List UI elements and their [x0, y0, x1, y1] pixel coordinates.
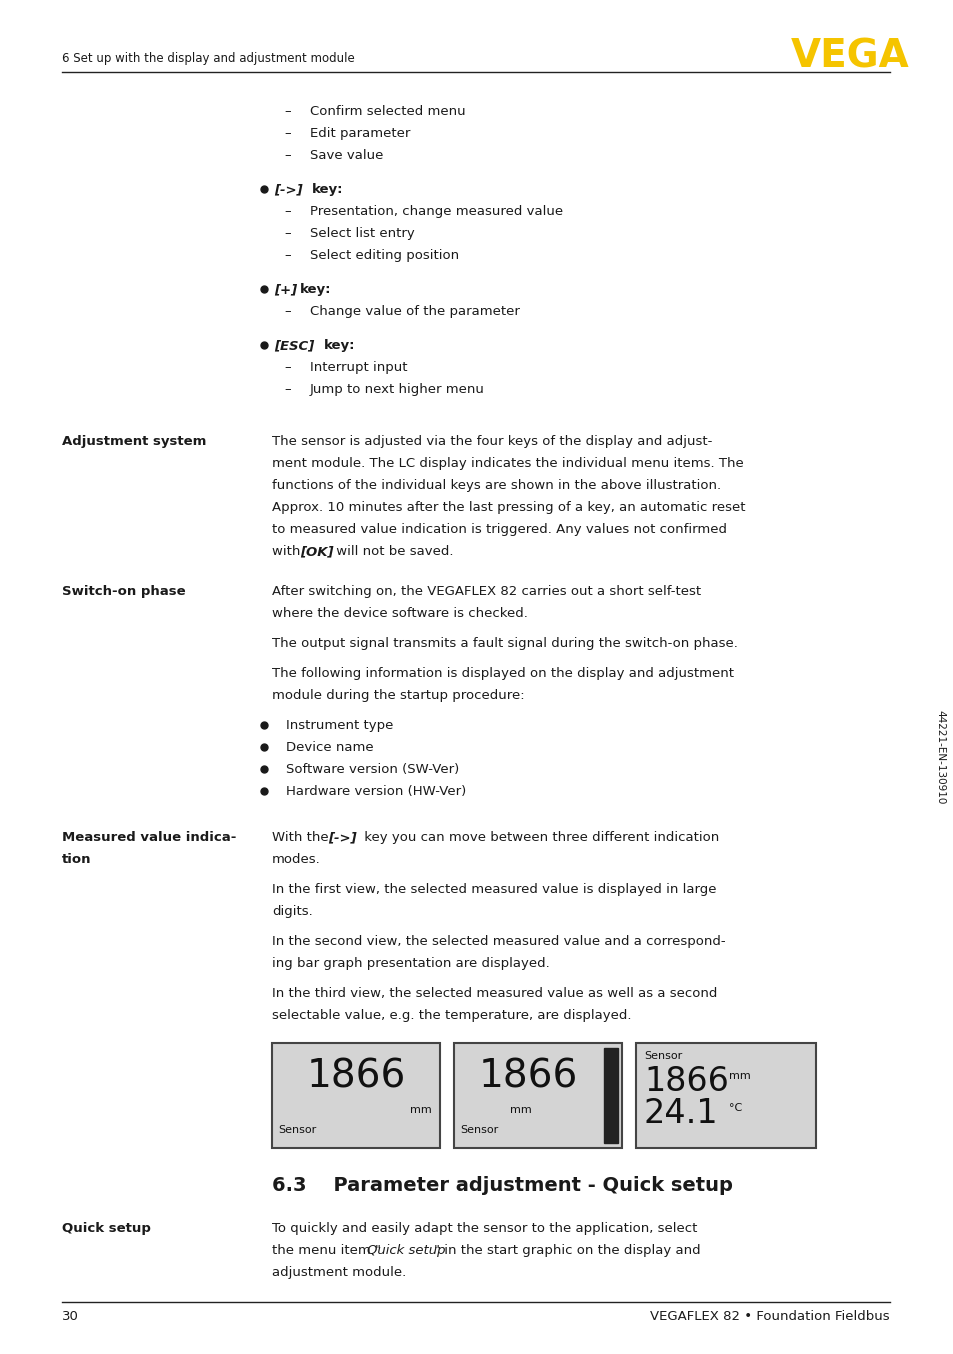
Text: " in the start graphic on the display and: " in the start graphic on the display an… — [434, 1244, 700, 1257]
Text: Jump to next higher menu: Jump to next higher menu — [310, 383, 484, 395]
Bar — [272, 1043, 439, 1148]
Text: Confirm selected menu: Confirm selected menu — [310, 106, 465, 118]
Text: Measured value indica-: Measured value indica- — [62, 831, 236, 844]
Text: with: with — [272, 546, 304, 558]
Text: Change value of the parameter: Change value of the parameter — [310, 305, 519, 318]
Text: modes.: modes. — [272, 853, 320, 867]
Text: –: – — [284, 383, 291, 395]
Text: adjustment module.: adjustment module. — [272, 1266, 406, 1280]
Text: digits.: digits. — [272, 904, 313, 918]
Text: –: – — [284, 362, 291, 374]
Bar — [454, 1043, 621, 1148]
Text: After switching on, the VEGAFLEX 82 carries out a short self-test: After switching on, the VEGAFLEX 82 carr… — [272, 585, 700, 598]
Text: Sensor: Sensor — [277, 1125, 315, 1135]
Text: mm: mm — [728, 1071, 750, 1080]
Text: 24.1: 24.1 — [643, 1097, 718, 1131]
Text: [->]: [->] — [328, 831, 356, 844]
Text: To quickly and easily adapt the sensor to the application, select: To quickly and easily adapt the sensor t… — [272, 1223, 697, 1235]
Text: 1866: 1866 — [477, 1057, 578, 1095]
Text: key:: key: — [312, 183, 343, 196]
Bar — [603, 1048, 618, 1143]
Text: Approx. 10 minutes after the last pressing of a key, an automatic reset: Approx. 10 minutes after the last pressi… — [272, 501, 744, 515]
Text: °C: °C — [728, 1104, 741, 1113]
Text: the menu item ": the menu item " — [272, 1244, 380, 1257]
Text: Quick setup: Quick setup — [62, 1223, 151, 1235]
Text: In the third view, the selected measured value as well as a second: In the third view, the selected measured… — [272, 987, 717, 1001]
Text: Edit parameter: Edit parameter — [310, 127, 410, 139]
Text: Software version (SW-Ver): Software version (SW-Ver) — [286, 764, 458, 776]
Text: –: – — [284, 305, 291, 318]
Text: [OK]: [OK] — [299, 546, 334, 558]
Text: key you can move between three different indication: key you can move between three different… — [359, 831, 719, 844]
Text: –: – — [284, 227, 291, 240]
Text: Hardware version (HW-Ver): Hardware version (HW-Ver) — [286, 785, 466, 798]
Text: Sensor: Sensor — [459, 1125, 497, 1135]
Text: to measured value indication is triggered. Any values not confirmed: to measured value indication is triggere… — [272, 523, 726, 536]
Text: In the first view, the selected measured value is displayed in large: In the first view, the selected measured… — [272, 883, 716, 896]
Text: Switch-on phase: Switch-on phase — [62, 585, 186, 598]
Text: The sensor is adjusted via the four keys of the display and adjust-: The sensor is adjusted via the four keys… — [272, 435, 712, 448]
Text: [+]: [+] — [274, 283, 296, 297]
Text: VEGAFLEX 82 • Foundation Fieldbus: VEGAFLEX 82 • Foundation Fieldbus — [650, 1311, 889, 1323]
Text: will not be saved.: will not be saved. — [332, 546, 453, 558]
Text: 6 Set up with the display and adjustment module: 6 Set up with the display and adjustment… — [62, 51, 355, 65]
Text: The output signal transmits a fault signal during the switch-on phase.: The output signal transmits a fault sign… — [272, 636, 737, 650]
Text: Presentation, change measured value: Presentation, change measured value — [310, 204, 562, 218]
Text: –: – — [284, 204, 291, 218]
Text: 44221-EN-130910: 44221-EN-130910 — [934, 709, 944, 804]
Text: Sensor: Sensor — [643, 1051, 681, 1062]
Text: [->]: [->] — [274, 183, 302, 196]
Text: 30: 30 — [62, 1311, 79, 1323]
Text: ing bar graph presentation are displayed.: ing bar graph presentation are displayed… — [272, 957, 549, 969]
Text: tion: tion — [62, 853, 91, 867]
Bar — [636, 1043, 815, 1148]
Text: Device name: Device name — [286, 741, 374, 754]
Text: mm: mm — [510, 1105, 532, 1114]
Text: mm: mm — [410, 1105, 432, 1114]
Text: module during the startup procedure:: module during the startup procedure: — [272, 689, 524, 701]
Text: 1866: 1866 — [306, 1057, 405, 1095]
Text: key:: key: — [324, 338, 355, 352]
Text: selectable value, e.g. the temperature, are displayed.: selectable value, e.g. the temperature, … — [272, 1009, 631, 1022]
Text: ment module. The LC display indicates the individual menu items. The: ment module. The LC display indicates th… — [272, 458, 743, 470]
Text: The following information is displayed on the display and adjustment: The following information is displayed o… — [272, 668, 733, 680]
Text: 1866: 1866 — [643, 1066, 728, 1098]
Text: [ESC]: [ESC] — [274, 338, 314, 352]
Text: In the second view, the selected measured value and a correspond-: In the second view, the selected measure… — [272, 936, 725, 948]
Text: Instrument type: Instrument type — [286, 719, 393, 733]
Text: where the device software is checked.: where the device software is checked. — [272, 607, 527, 620]
Text: key:: key: — [299, 283, 331, 297]
Text: Select list entry: Select list entry — [310, 227, 415, 240]
Text: Save value: Save value — [310, 149, 383, 162]
Text: –: – — [284, 127, 291, 139]
Text: functions of the individual keys are shown in the above illustration.: functions of the individual keys are sho… — [272, 479, 720, 492]
Text: Interrupt input: Interrupt input — [310, 362, 407, 374]
Text: VEGA: VEGA — [790, 38, 909, 76]
Text: Adjustment system: Adjustment system — [62, 435, 206, 448]
Text: 6.3    Parameter adjustment - Quick setup: 6.3 Parameter adjustment - Quick setup — [272, 1177, 732, 1196]
Text: With the: With the — [272, 831, 333, 844]
Text: Select editing position: Select editing position — [310, 249, 458, 263]
Text: Quick setup: Quick setup — [367, 1244, 445, 1257]
Text: –: – — [284, 106, 291, 118]
Text: –: – — [284, 249, 291, 263]
Text: –: – — [284, 149, 291, 162]
